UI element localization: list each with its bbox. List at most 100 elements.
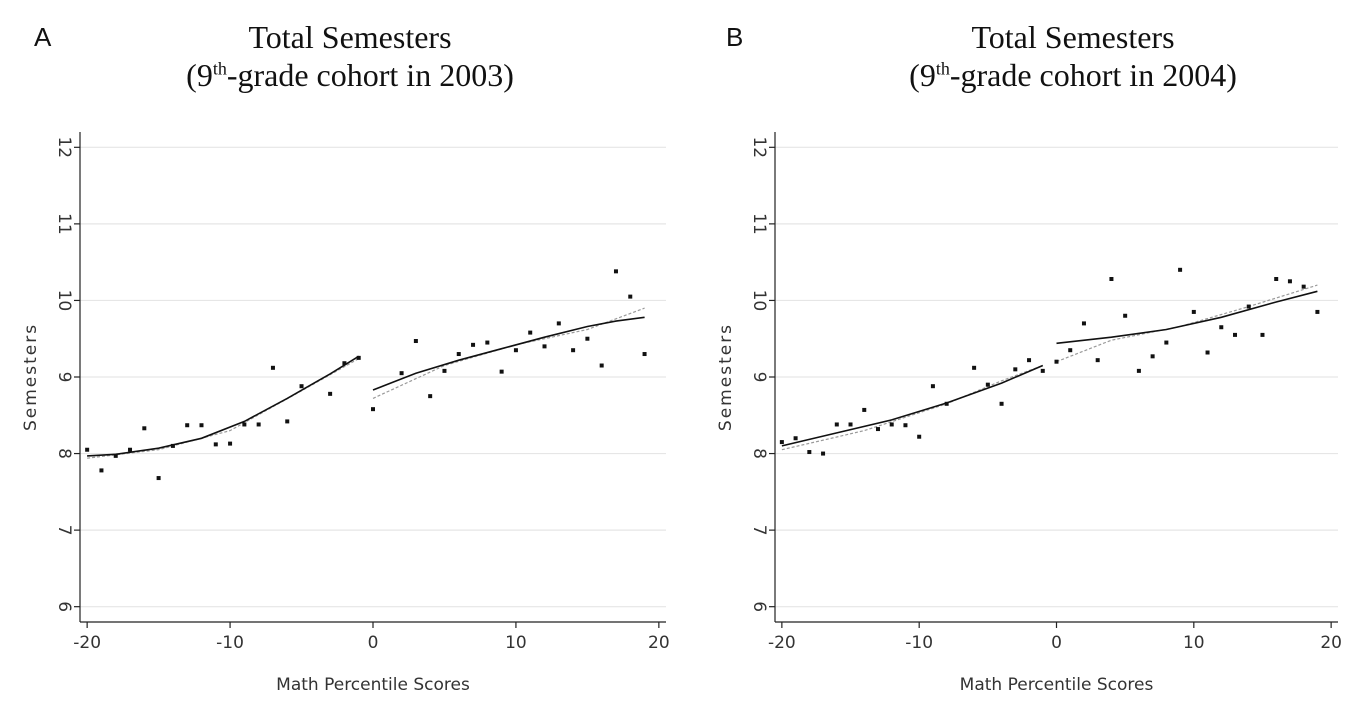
y-tick-label: 6 [749, 601, 769, 612]
chart-b-plot: 6 7 8 9 10 11 12 -20 -10 0 10 20 Semesters Math Perce… [716, 132, 1342, 695]
title-prefix: (9 [909, 57, 936, 94]
data-point [999, 401, 1004, 406]
data-point [1040, 368, 1045, 373]
data-point [917, 434, 922, 439]
data-point [571, 348, 576, 353]
panel-b: B Total Semesters (9th-grade cohort in 2… [673, 0, 1346, 711]
data-point [113, 453, 118, 458]
data-point [528, 330, 533, 335]
data-point [834, 422, 839, 427]
data-point [128, 447, 133, 452]
data-point [862, 407, 867, 412]
data-point [1260, 332, 1265, 337]
title-line-2: (9th-grade cohort in 2004) [853, 56, 1293, 94]
data-point [442, 368, 447, 373]
y-tick-label: 7 [54, 525, 74, 536]
data-point [471, 342, 476, 347]
fit-line-left [87, 355, 360, 457]
data-point [328, 391, 333, 396]
data-point [142, 426, 147, 431]
data-point [875, 427, 880, 432]
y-tick-label: 9 [749, 372, 769, 383]
data-point [1274, 277, 1279, 281]
data-point [1123, 313, 1128, 318]
x-tick-label: 0 [368, 633, 379, 653]
data-point [779, 440, 784, 445]
x-axis-label: Math Percentile Scores [276, 675, 470, 695]
title-line-1: Total Semesters [248, 19, 452, 55]
y-axis-label: Semesters [21, 323, 41, 431]
x-tick-label: 10 [505, 633, 527, 653]
y-tick-label: 11 [749, 213, 769, 235]
fit-line-right [1056, 290, 1318, 345]
data-point [1178, 267, 1183, 272]
x-tick-label: 20 [1320, 633, 1342, 653]
data-point [371, 407, 375, 412]
data-point [944, 401, 949, 406]
data-point [613, 269, 618, 274]
data-point [1109, 277, 1114, 281]
y-tick-label: 10 [54, 290, 74, 312]
data-point [1191, 309, 1196, 314]
data-point [256, 422, 261, 427]
data-point [903, 423, 908, 428]
chart-title: Total Semesters (9th-grade cohort in 200… [140, 18, 560, 95]
data-point [1287, 279, 1292, 284]
title-superscript: th [935, 58, 950, 79]
y-tick-label: 12 [54, 136, 74, 158]
data-point [642, 352, 647, 357]
x-axis-label: Math Percentile Scores [960, 675, 1154, 695]
data-point [848, 422, 853, 427]
fit-line-alt-right [1056, 284, 1318, 363]
data-point [485, 340, 490, 345]
data-point [228, 441, 233, 446]
chart-a-plot: 6 7 8 9 10 11 12 -20 -10 0 10 20 Semesters Math Perce… [21, 132, 670, 695]
data-point [1054, 359, 1059, 364]
data-point [213, 442, 218, 447]
data-point [170, 443, 175, 448]
data-point [1013, 367, 1018, 372]
data-point [185, 423, 190, 428]
panel-letter: B [726, 22, 744, 52]
x-tick-label: -20 [768, 633, 796, 653]
data-point [342, 361, 347, 366]
data-point [399, 371, 404, 376]
data-point [1068, 348, 1073, 353]
y-tick-label: 6 [54, 601, 74, 612]
chart-title: Total Semesters (9th-grade cohort in 200… [853, 18, 1293, 95]
title-suffix: -grade cohort in 2003) [226, 57, 514, 94]
fit-line-alt-right [372, 307, 645, 399]
data-point [930, 384, 935, 389]
data-point [270, 365, 275, 370]
y-axis-label: Semesters [716, 323, 736, 431]
panel-a: A Total Semesters (9th-grade cohort in 2… [21, 18, 670, 695]
fit-line-right [372, 316, 645, 391]
data-point [972, 365, 977, 370]
data-point [413, 339, 418, 344]
data-point [556, 321, 561, 326]
y-tick-label: 8 [54, 448, 74, 459]
data-point [156, 476, 161, 481]
data-point [242, 422, 247, 427]
data-point [1219, 325, 1224, 330]
data-point [1315, 309, 1320, 314]
data-point [807, 450, 812, 455]
data-point [1150, 354, 1155, 359]
panel-letter: A [34, 22, 52, 52]
data-point [628, 294, 633, 299]
data-point [585, 336, 590, 341]
data-point [1246, 304, 1251, 309]
title-superscript: th [212, 58, 227, 79]
data-point [1205, 350, 1210, 355]
data-point [1136, 368, 1141, 373]
data-point [285, 419, 290, 424]
title-line-1: Total Semesters [971, 19, 1175, 55]
fit-line-alt-left [87, 358, 359, 459]
data-point [299, 384, 304, 389]
data-point [1164, 340, 1169, 345]
x-tick-label: 0 [1051, 633, 1062, 653]
y-tick-label: 12 [749, 136, 769, 158]
data-point [99, 468, 104, 473]
data-point [1095, 358, 1100, 363]
title-line-2: (9th-grade cohort in 2003) [140, 56, 560, 94]
